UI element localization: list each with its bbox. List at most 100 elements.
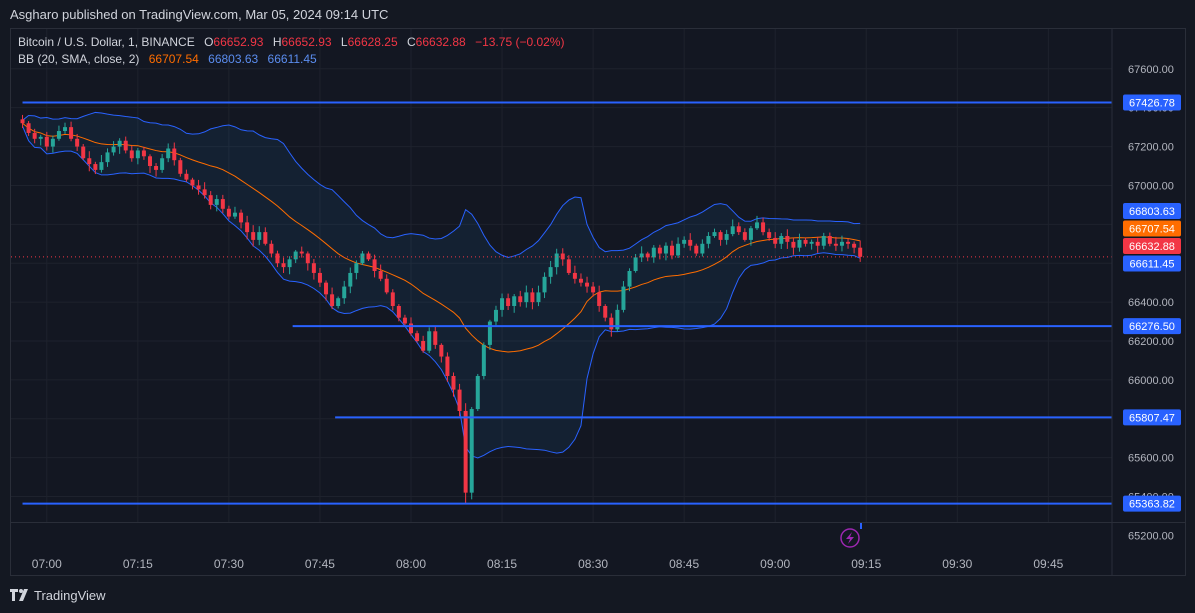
candle-body — [700, 243, 705, 254]
candle-body — [833, 243, 838, 246]
candle-body — [718, 232, 723, 240]
candle-body — [481, 344, 486, 376]
candle-body — [754, 222, 759, 229]
candle-body — [445, 356, 450, 376]
candle-body — [141, 150, 146, 157]
bb-basis-line — [22, 122, 861, 353]
candle-body — [767, 232, 772, 238]
candle-body — [111, 146, 116, 153]
candle-body — [81, 146, 86, 159]
indicator-legend[interactable]: BB (20, SMA, close, 2) 66707.54 66803.63… — [18, 52, 317, 66]
candle-body — [748, 228, 753, 240]
symbol-title: Bitcoin / U.S. Dollar, 1, BINANCE — [18, 35, 195, 49]
candle-body — [597, 292, 602, 306]
candle-body — [846, 241, 851, 244]
price-tag-label: 66611.45 — [1129, 259, 1174, 271]
price-tag-level — [1123, 318, 1181, 335]
candle-body — [324, 282, 329, 295]
candle-body — [184, 173, 189, 180]
price-tick-label: 66000.00 — [1128, 375, 1174, 387]
bb-basis-value: 66707.54 — [148, 52, 199, 66]
price-tag-label: 66707.54 — [1129, 224, 1175, 236]
tradingview-logo[interactable]: TradingView — [10, 587, 106, 603]
candle-body — [827, 236, 832, 244]
candle-body — [20, 119, 25, 124]
close-label: C — [407, 35, 416, 49]
event-flash-icon — [840, 528, 860, 548]
candle-body — [390, 292, 395, 306]
candle-body — [785, 236, 790, 242]
candle-body — [433, 331, 438, 345]
candle-body — [615, 309, 620, 330]
time-tick-label: 07:30 — [214, 557, 244, 571]
candle-body — [402, 317, 407, 324]
candle-body — [736, 226, 741, 233]
tradingview-icon — [10, 589, 28, 601]
candle-body — [232, 212, 237, 217]
price-tag-level — [1123, 495, 1181, 512]
candle-body — [779, 236, 784, 244]
candle-body — [378, 271, 383, 279]
time-tick-label: 08:45 — [669, 557, 699, 571]
price-tag-indicator — [1123, 238, 1181, 254]
candle-body — [342, 286, 347, 299]
candle-body — [87, 158, 92, 165]
price-tag-label: 66276.50 — [1129, 321, 1175, 333]
price-axis: 65200.0065400.0065600.0065800.0066000.00… — [1128, 64, 1174, 543]
candle-body — [512, 296, 517, 306]
candle-body — [245, 222, 250, 233]
candle-body — [609, 317, 614, 330]
candle-body — [858, 247, 863, 257]
candle-body — [44, 136, 49, 147]
brand-name: TradingView — [34, 587, 106, 603]
time-tick-label: 08:30 — [578, 557, 608, 571]
time-axis: 07:00 07:15 07:30 07:45 08:00 08:15 08:30 08:45… — [32, 557, 1064, 571]
time-tick-label: 09:15 — [851, 557, 881, 571]
candle-body — [439, 344, 444, 357]
candle-body — [475, 375, 480, 410]
candle-body — [172, 148, 177, 161]
price-tag-label: 65363.82 — [1129, 499, 1175, 511]
candle-body — [603, 305, 608, 318]
candle-body — [251, 232, 256, 240]
candle-body — [487, 321, 492, 345]
change-value: −13.75 (−0.02%) — [475, 35, 565, 49]
candle-body — [263, 232, 268, 244]
candle-body — [38, 136, 43, 139]
candle-body — [202, 189, 207, 196]
candle-body — [797, 239, 802, 248]
bb-label: BB (20, SMA, close, 2) — [18, 52, 140, 66]
bb-upper-value: 66803.63 — [208, 52, 259, 66]
candle-body — [791, 241, 796, 248]
candle-body — [554, 253, 559, 268]
candle-body — [99, 162, 104, 170]
candle-body — [147, 156, 152, 167]
candle-body — [493, 309, 498, 322]
candle-body — [803, 239, 808, 244]
candle-body — [239, 212, 244, 223]
candle-body — [585, 282, 590, 287]
high-value: 66652.93 — [281, 35, 332, 49]
plot-area — [20, 111, 863, 504]
candle-body — [135, 150, 140, 159]
price-tag-label: 65807.47 — [1129, 412, 1175, 424]
candle-body — [26, 123, 31, 133]
candle-body — [633, 257, 638, 272]
candle-body — [299, 251, 304, 254]
price-chart[interactable]: 65200.0065400.0065600.0065800.0066000.00… — [0, 0, 1195, 576]
candle-body — [694, 245, 699, 254]
candle-body — [627, 271, 632, 287]
price-tick-label: 65200.00 — [1128, 530, 1174, 542]
symbol-legend[interactable]: Bitcoin / U.S. Dollar, 1, BINANCE O66652… — [18, 35, 564, 49]
candle-body — [366, 253, 371, 260]
candle-body — [160, 158, 165, 170]
candles — [20, 114, 863, 504]
candle-body — [839, 241, 844, 246]
low-label: L — [340, 35, 348, 49]
candle-body — [317, 272, 322, 283]
candle-body — [542, 276, 547, 293]
candle-body — [75, 138, 80, 147]
candle-body — [427, 331, 432, 351]
price-tag-label: 67426.78 — [1129, 97, 1175, 109]
candle-body — [269, 243, 274, 254]
